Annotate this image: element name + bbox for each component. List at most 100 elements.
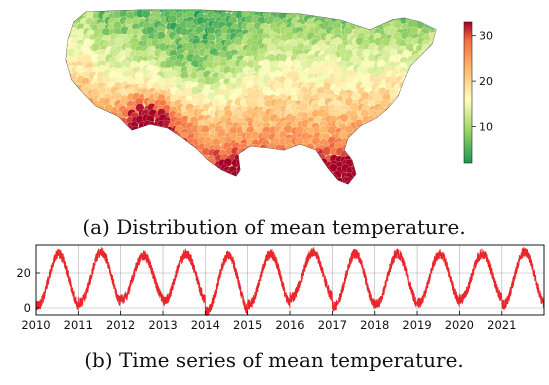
station-dot	[129, 148, 139, 158]
station-dot	[123, 160, 133, 170]
station-dot	[79, 167, 89, 176]
station-dot	[357, 10, 367, 15]
station-dot	[284, 160, 294, 169]
station-dot	[406, 161, 416, 171]
station-dot	[91, 110, 101, 120]
station-dot	[371, 10, 381, 19]
station-dot	[383, 172, 393, 181]
station-dot	[427, 160, 436, 170]
station-dot	[253, 148, 263, 158]
station-dot	[110, 154, 119, 164]
station-dot	[269, 148, 279, 158]
station-dot	[98, 121, 108, 131]
station-dot	[234, 182, 244, 184]
station-dot	[394, 126, 403, 136]
station-dot	[401, 133, 411, 143]
station-dot	[428, 98, 436, 108]
station-dot	[352, 133, 362, 143]
station-dot	[363, 144, 373, 154]
station-dot	[66, 71, 69, 81]
station-dot	[72, 142, 82, 151]
station-dot	[142, 135, 152, 145]
station-dot	[72, 182, 82, 184]
station-dot	[318, 180, 327, 184]
station-dot	[261, 147, 271, 157]
station-dot	[284, 154, 294, 164]
station-dot	[86, 122, 96, 132]
station-dot	[66, 135, 68, 145]
station-dot	[361, 177, 370, 184]
station-dot	[383, 159, 393, 169]
station-dot	[261, 113, 271, 123]
station-dot	[434, 166, 436, 176]
temperature-map	[65, 9, 437, 185]
station-dot	[434, 43, 436, 53]
station-dot	[371, 166, 381, 176]
station-dot	[240, 166, 250, 176]
station-dot	[389, 152, 398, 162]
station-dot	[66, 77, 69, 87]
station-dot	[92, 148, 102, 158]
station-dot	[69, 133, 79, 143]
station-dot	[407, 92, 416, 102]
station-dot	[410, 163, 420, 173]
colorbar: 10 20 30	[463, 21, 493, 164]
station-dot	[316, 174, 325, 184]
station-dot	[146, 167, 156, 176]
station-dot	[290, 166, 300, 175]
station-dot	[82, 105, 91, 115]
station-dot	[162, 160, 172, 170]
station-dot	[389, 10, 399, 19]
station-dot	[145, 181, 155, 184]
station-dot	[399, 165, 409, 175]
station-dot	[402, 117, 412, 127]
station-dot	[258, 176, 268, 184]
station-dot	[416, 100, 426, 110]
station-dot	[97, 132, 107, 142]
station-dot	[99, 165, 109, 175]
station-dot	[168, 14, 178, 24]
station-dot	[103, 143, 113, 153]
station-dot	[66, 16, 69, 25]
station-dot	[164, 172, 174, 182]
station-dot	[148, 148, 158, 158]
station-dot	[142, 125, 152, 135]
station-dot	[368, 143, 377, 153]
station-dot	[369, 15, 379, 25]
station-dot	[377, 181, 387, 184]
station-dot	[125, 177, 135, 184]
station-dot	[341, 10, 351, 19]
station-dot	[278, 182, 288, 184]
station-dot	[365, 128, 375, 138]
station-dot	[305, 143, 315, 152]
station-dot	[261, 168, 271, 178]
station-dot	[351, 10, 361, 16]
station-dot	[109, 144, 118, 154]
station-dot	[373, 171, 383, 181]
station-dot	[394, 10, 404, 19]
station-dot	[66, 137, 76, 146]
x-tick-label: 2013	[148, 318, 177, 332]
station-dot	[70, 117, 79, 127]
station-dot	[207, 182, 217, 184]
station-dot	[417, 56, 427, 66]
station-dot	[378, 123, 387, 132]
station-dot	[235, 158, 245, 168]
station-dot	[75, 130, 85, 140]
station-dot	[431, 15, 436, 25]
station-dot	[352, 12, 362, 22]
station-dot	[406, 171, 415, 181]
station-dot	[384, 136, 393, 146]
station-dot	[223, 170, 233, 180]
station-dot	[428, 55, 436, 64]
station-dot	[107, 172, 117, 182]
station-dot	[423, 170, 433, 180]
station-dot	[181, 174, 191, 184]
station-dot	[152, 159, 162, 169]
station-dot	[435, 22, 436, 32]
station-dot	[179, 183, 189, 184]
station-dot	[88, 130, 98, 140]
station-dot	[109, 177, 119, 184]
station-dot	[379, 170, 389, 180]
station-dot	[349, 136, 359, 145]
